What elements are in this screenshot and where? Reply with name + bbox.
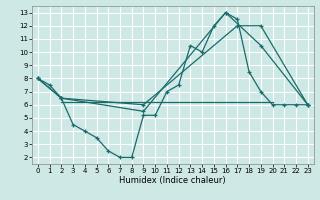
- X-axis label: Humidex (Indice chaleur): Humidex (Indice chaleur): [119, 176, 226, 185]
